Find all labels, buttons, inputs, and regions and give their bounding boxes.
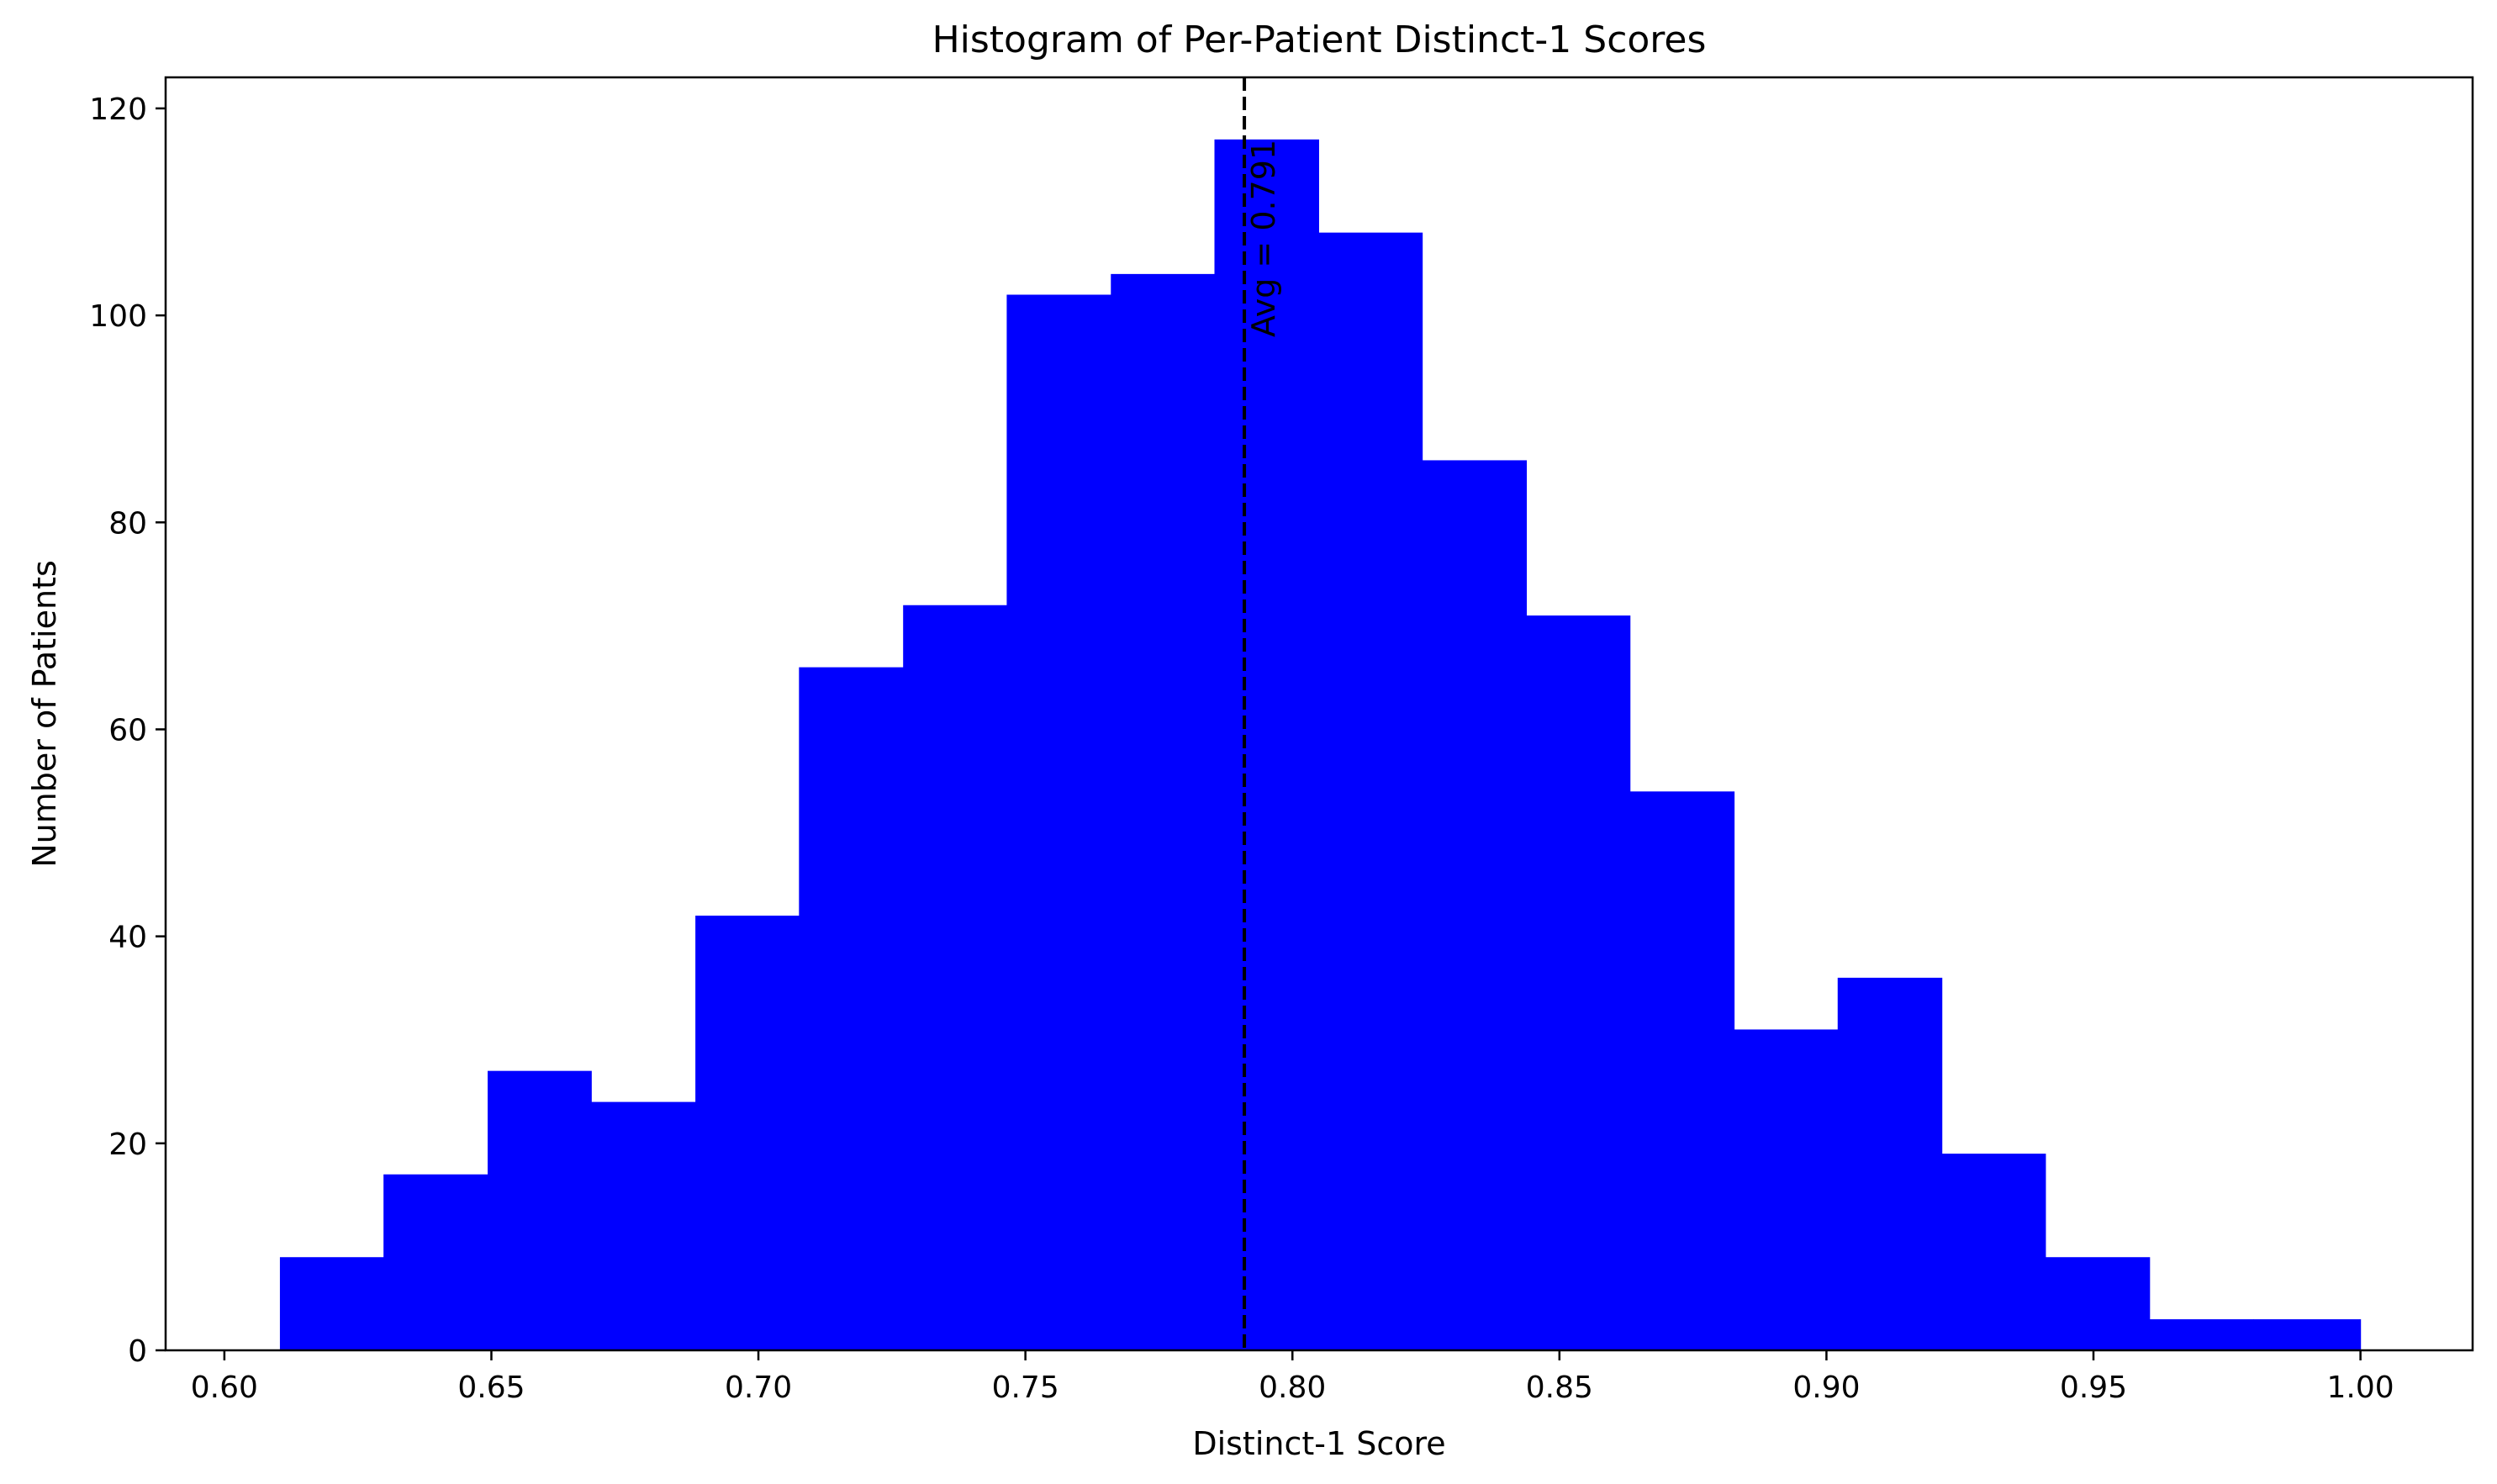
histogram-bar <box>695 916 800 1350</box>
x-tick-label: 0.70 <box>725 1370 792 1405</box>
histogram-bar <box>1941 1154 2046 1350</box>
histogram-bar <box>591 1101 696 1350</box>
x-tick-label: 0.80 <box>1259 1370 1326 1405</box>
histogram-bar <box>799 667 904 1350</box>
x-tick-label: 0.95 <box>2060 1370 2127 1405</box>
histogram-bar <box>1318 232 1423 1350</box>
x-tick-label: 0.90 <box>1792 1370 1860 1405</box>
x-tick-label: 0.75 <box>992 1370 1059 1405</box>
y-tick-label: 80 <box>108 506 147 541</box>
histogram-bar <box>2252 1319 2362 1350</box>
histogram-bar <box>1006 294 1111 1350</box>
x-ticks: 0.60 0.65 0.70 0.75 0.80 0.85 0.90 0.95 1.00 <box>191 1350 2394 1405</box>
y-axis-label: Number of Patients <box>26 560 63 868</box>
chart-title: Histogram of Per-Patient Distinct-1 Scor… <box>932 18 1707 61</box>
histogram-bar <box>2045 1257 2151 1350</box>
y-tick-label: 20 <box>108 1128 147 1162</box>
y-tick-label: 0 <box>128 1334 147 1369</box>
histogram-bar <box>1214 139 1319 1351</box>
y-tick-label: 60 <box>108 713 147 747</box>
histogram-bar <box>383 1174 488 1350</box>
x-tick-label: 0.60 <box>191 1370 258 1405</box>
y-tick-label: 40 <box>108 921 147 955</box>
x-tick-label: 1.00 <box>2327 1370 2394 1405</box>
histogram-bar <box>903 605 1008 1350</box>
histogram-bar <box>1629 791 1735 1350</box>
histogram-bar <box>2149 1319 2254 1350</box>
histogram-bar <box>279 1257 384 1350</box>
x-tick-label: 0.65 <box>457 1370 525 1405</box>
mean-line-label: Avg = 0.791 <box>1245 140 1282 337</box>
axes-frame <box>164 76 2474 1352</box>
x-axis-label: Distinct-1 Score <box>1192 1425 1445 1462</box>
histogram-bar <box>1111 273 1216 1351</box>
histogram-bar <box>1837 977 1943 1350</box>
mean-line-group: Avg = 0.791 <box>1243 77 1282 1350</box>
bars-group <box>279 139 2362 1351</box>
x-tick-label: 0.85 <box>1526 1370 1593 1405</box>
y-tick-label: 100 <box>89 299 147 334</box>
histogram-bar <box>1526 615 1631 1350</box>
histogram-bar <box>1422 460 1528 1350</box>
y-tick-label: 120 <box>89 92 147 127</box>
y-ticks: 0 20 40 60 80 100 120 <box>89 92 166 1369</box>
histogram-bar <box>488 1070 592 1350</box>
histogram-bar <box>1734 1029 1839 1350</box>
